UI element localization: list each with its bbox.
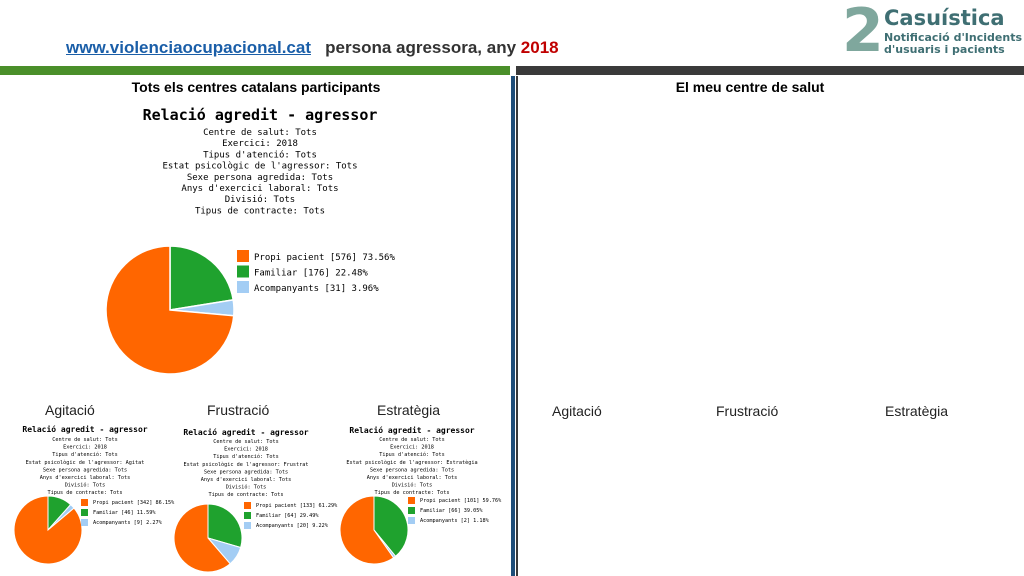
frustracio-pie-chart: Relació agredit - agressor Centre de salu… <box>173 427 338 573</box>
header-rule-green <box>0 66 510 75</box>
chart-subtitle-line: Divisió: Tots <box>392 482 433 489</box>
legend-entry: Propi pacient [101] 59.76% <box>420 498 502 504</box>
left-column-title: Tots els centres catalans participants <box>131 79 381 95</box>
legend-entry: Acompanyants [9] 2.27% <box>93 520 163 526</box>
chart-subtitle-line: Estat psicològic de l'agressor: Estratèg… <box>346 459 477 466</box>
chart-subtitle-line: Anys d'exercici laboral: Tots <box>367 475 458 481</box>
legend-entry: Familiar [46] 11.59% <box>93 510 156 516</box>
legend-swatch <box>408 517 415 524</box>
chart-subtitle-line: Centre de salut: Tots <box>379 437 445 443</box>
legend-swatch <box>81 519 88 526</box>
chart-subtitle-line: Sexe persona agredida: Tots <box>204 469 288 475</box>
chart-subtitle-line: Estat psicològic de l'agressor: Frustrat <box>184 461 309 468</box>
label-frustracio-left: Frustració <box>207 402 270 418</box>
chart-subtitle-line: Divisió: Tots <box>225 194 295 205</box>
legend-swatch <box>81 509 88 516</box>
legend-entry: Familiar [66] 39.05% <box>420 508 483 514</box>
chart-subtitle-line: Sexe persona agredida: Tots <box>370 467 454 473</box>
legend-swatch <box>244 502 251 509</box>
chart-title: Relació agredit - agressor <box>22 424 147 434</box>
label-agitacio-left: Agitació <box>45 402 95 418</box>
legend-entry: Acompanyants [20] 9.22% <box>256 523 329 529</box>
label-estrategia-right: Estratègia <box>885 403 949 419</box>
chart-subtitle-line: Tipus d'atenció: Tots <box>213 453 279 460</box>
chart-subtitle-line: Tipus de contracte: Tots <box>48 490 123 496</box>
chart-subtitle-line: Centre de salut: Tots <box>213 439 279 445</box>
right-column-title: El meu centre de salut <box>675 79 825 95</box>
label-agitacio-right: Agitació <box>552 403 602 419</box>
legend-swatch <box>237 265 249 278</box>
estrategia-pie-chart: Relació agredit - agressor Centre de salu… <box>339 425 502 565</box>
legend-entry: Familiar [64] 29.49% <box>256 513 319 519</box>
logo-number: 2 <box>842 0 884 66</box>
legend-swatch <box>81 499 88 506</box>
chart-subtitle-line: Divisió: Tots <box>65 482 106 489</box>
label-estrategia-left: Estratègia <box>377 402 441 418</box>
chart-subtitle-line: Estat psicològic de l'agressor: Agitat <box>26 459 145 466</box>
pie-slice-familiar <box>169 245 235 311</box>
logo-title: Casuística <box>884 6 1005 30</box>
chart-subtitle-line: Centre de salut: Tots <box>203 128 317 138</box>
chart-subtitle-line: Tipus de contracte: Tots <box>375 490 450 496</box>
chart-subtitle-line: Anys d'exercici laboral: Tots <box>40 475 131 481</box>
column-divider <box>511 76 515 576</box>
pie-slice-propi-pacient <box>173 503 231 573</box>
legend-entry: Acompanyants [2] 1.18% <box>420 518 490 524</box>
main-pie-chart: Relació agredit - agressor Centre de salu… <box>105 106 395 375</box>
chart-subtitle-line: Sexe persona agredida: Tots <box>43 467 127 473</box>
pie-slice-familiar <box>207 503 243 549</box>
chart-subtitle-line: Sexe persona agredida: Tots <box>187 173 333 183</box>
pie-slice-familiar <box>373 495 409 557</box>
chart-subtitle-line: Exercici: 2018 <box>222 139 298 149</box>
legend-swatch <box>237 250 249 262</box>
legend-swatch <box>244 512 251 519</box>
page-title-text: persona agressora, any <box>325 38 517 57</box>
page-title: www.violenciaocupacional.cat persona agr… <box>66 38 559 58</box>
pie-slice-propi-pacient <box>105 245 235 375</box>
chart-title: Relació agredit - agressor <box>183 427 308 437</box>
chart-subtitle-line: Estat psicològic de l'agressor: Tots <box>162 161 357 172</box>
chart-subtitle-line: Tipus d'atenció: Tots <box>203 149 317 160</box>
label-frustracio-right: Frustració <box>716 403 779 419</box>
legend-swatch <box>408 497 415 504</box>
legend-entry: Acompanyants [31] 3.96% <box>254 284 379 294</box>
page-title-year: 2018 <box>520 38 559 57</box>
legend-entry: Familiar [176] 22.48% <box>254 269 368 279</box>
chart-subtitle-line: Exercici: 2018 <box>63 445 107 451</box>
legend-entry: Propi pacient [133] 61.29% <box>256 503 338 509</box>
chart-title: Relació agredit - agressor <box>143 106 378 124</box>
legend-entry: Propi pacient [342] 86.15% <box>93 500 175 506</box>
legend-swatch <box>244 522 251 529</box>
header-rule-dark <box>516 66 1024 75</box>
chart-subtitle-line: Centre de salut: Tots <box>52 437 118 443</box>
agitacio-pie-chart: Relació agredit - agressor Centre de salu… <box>13 424 175 565</box>
chart-subtitle-line: Tipus de contracte: Tots <box>209 492 284 498</box>
column-divider-dark <box>516 76 518 576</box>
chart-subtitle-line: Anys d'exercici laboral: Tots <box>201 477 292 483</box>
header-rule <box>0 66 1024 75</box>
logo-subtitle-line2: d'usuaris i pacients <box>884 43 1005 56</box>
chart-subtitle-line: Anys d'exercici laboral: Tots <box>181 184 338 194</box>
pie-slice-propi-pacient <box>13 495 83 565</box>
chart-subtitle-line: Exercici: 2018 <box>390 445 434 451</box>
chart-subtitle-line: Tipus d'atenció: Tots <box>379 451 445 458</box>
website-link[interactable]: www.violenciaocupacional.cat <box>66 38 311 57</box>
chart-subtitle-line: Tipus de contracte: Tots <box>195 206 325 216</box>
legend-swatch <box>408 507 415 514</box>
logo-subtitle-line1: Notificació d'Incidents <box>884 31 1022 44</box>
chart-subtitle-line: Exercici: 2018 <box>224 447 268 453</box>
legend-swatch <box>237 281 249 293</box>
chart-subtitle-line: Tipus d'atenció: Tots <box>52 451 118 458</box>
chart-title: Relació agredit - agressor <box>349 425 474 435</box>
legend-entry: Propi pacient [576] 73.56% <box>254 253 395 263</box>
chart-subtitle-line: Divisió: Tots <box>226 484 267 491</box>
pie-slice-propi-pacient <box>339 495 395 565</box>
